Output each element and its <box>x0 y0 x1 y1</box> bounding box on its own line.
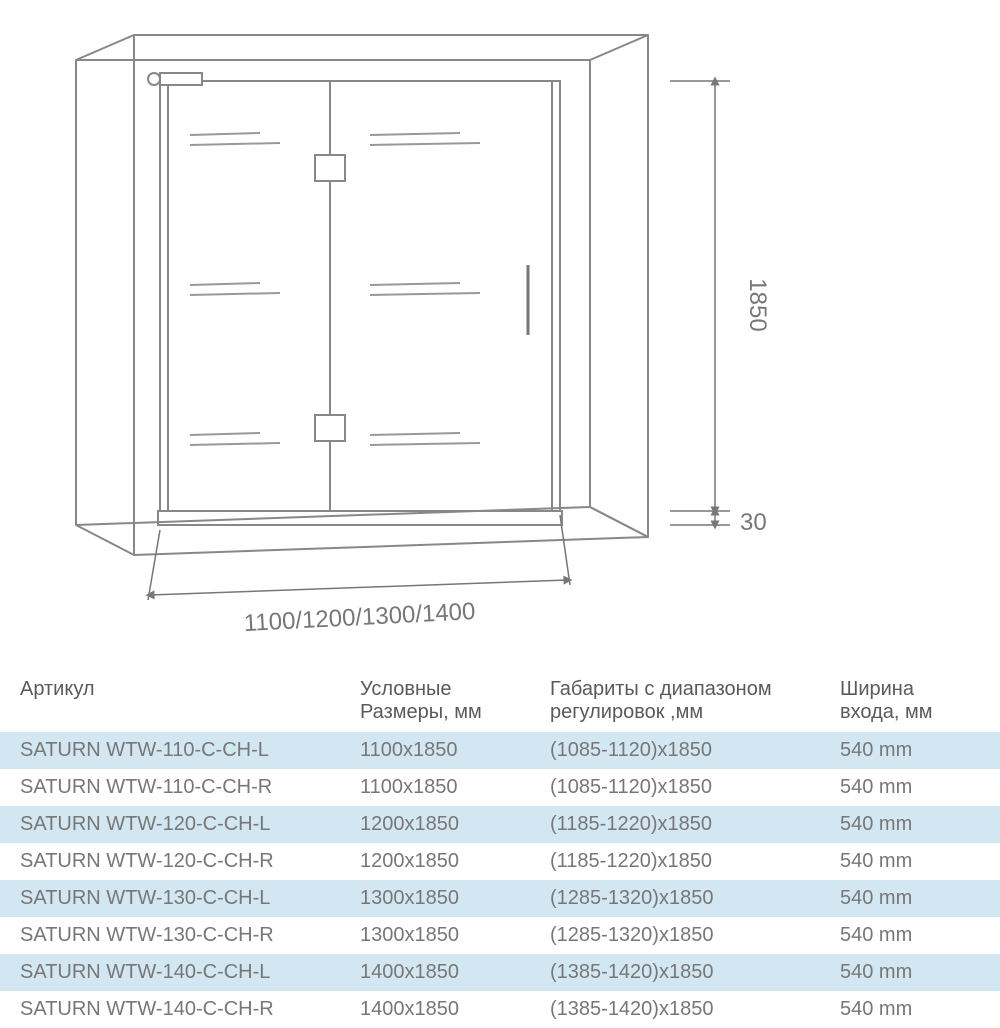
table-cell: SATURN WTW-110-C-CH-L <box>0 732 340 769</box>
table-cell: 1400x1850 <box>340 954 530 991</box>
table-cell: 540 mm <box>820 769 1000 806</box>
table-cell: 540 mm <box>820 880 1000 917</box>
dim-clearance: 30 <box>740 509 767 536</box>
table-row: SATURN WTW-140-C-CH-L1400x1850(1385-1420… <box>0 954 1000 991</box>
col-header-artikul: Артикул <box>0 670 340 732</box>
table-cell: (1385-1420)x1850 <box>530 954 820 991</box>
table-header-row: Артикул УсловныеРазмеры, мм Габариты с д… <box>0 670 1000 732</box>
table-cell: SATURN WTW-130-C-CH-R <box>0 917 340 954</box>
table-cell: (1185-1220)x1850 <box>530 843 820 880</box>
spec-table-wrapper: Артикул УсловныеРазмеры, мм Габариты с д… <box>0 670 1000 1028</box>
table-cell: SATURN WTW-140-C-CH-R <box>0 991 340 1028</box>
table-row: SATURN WTW-110-C-CH-L1100x1850(1085-1120… <box>0 732 1000 769</box>
table-row: SATURN WTW-120-C-CH-L1200x1850(1185-1220… <box>0 806 1000 843</box>
table-cell: 540 mm <box>820 843 1000 880</box>
table-cell: 540 mm <box>820 806 1000 843</box>
table-cell: 1100x1850 <box>340 732 530 769</box>
table-cell: (1285-1320)x1850 <box>530 880 820 917</box>
table-cell: 540 mm <box>820 732 1000 769</box>
table-cell: 1300x1850 <box>340 880 530 917</box>
table-row: SATURN WTW-140-C-CH-R1400x1850(1385-1420… <box>0 991 1000 1028</box>
table-row: SATURN WTW-130-C-CH-R1300x1850(1285-1320… <box>0 917 1000 954</box>
col-header-size: УсловныеРазмеры, мм <box>340 670 530 732</box>
table-cell: SATURN WTW-120-C-CH-R <box>0 843 340 880</box>
table-cell: SATURN WTW-130-C-CH-L <box>0 880 340 917</box>
page: 1850 30 1100/1200/1300/1400 Артикул Усло… <box>0 0 1000 1000</box>
table-cell: 540 mm <box>820 917 1000 954</box>
technical-drawing: 1850 30 1100/1200/1300/1400 <box>30 25 790 655</box>
table-cell: (1385-1420)x1850 <box>530 991 820 1028</box>
table-body: SATURN WTW-110-C-CH-L1100x1850(1085-1120… <box>0 732 1000 1028</box>
table-cell: 1200x1850 <box>340 806 530 843</box>
spec-table: Артикул УсловныеРазмеры, мм Габариты с д… <box>0 670 1000 1028</box>
dim-width: 1100/1200/1300/1400 <box>243 598 476 637</box>
table-row: SATURN WTW-110-C-CH-R1100x1850(1085-1120… <box>0 769 1000 806</box>
table-row: SATURN WTW-120-C-CH-R1200x1850(1185-1220… <box>0 843 1000 880</box>
table-cell: (1085-1120)x1850 <box>530 769 820 806</box>
table-cell: 1400x1850 <box>340 991 530 1028</box>
table-cell: (1085-1120)x1850 <box>530 732 820 769</box>
col-header-range: Габариты с диапазономрегулировок ,мм <box>530 670 820 732</box>
col-header-entry: Ширинавхода, мм <box>820 670 1000 732</box>
table-cell: 1300x1850 <box>340 917 530 954</box>
table-cell: 1100x1850 <box>340 769 530 806</box>
table-cell: 1200x1850 <box>340 843 530 880</box>
table-row: SATURN WTW-130-C-CH-L1300x1850(1285-1320… <box>0 880 1000 917</box>
table-cell: SATURN WTW-110-C-CH-R <box>0 769 340 806</box>
drawing-svg: 1850 30 1100/1200/1300/1400 <box>30 25 790 655</box>
table-cell: SATURN WTW-140-C-CH-L <box>0 954 340 991</box>
table-cell: SATURN WTW-120-C-CH-L <box>0 806 340 843</box>
table-cell: 540 mm <box>820 954 1000 991</box>
table-cell: (1185-1220)x1850 <box>530 806 820 843</box>
table-cell: (1285-1320)x1850 <box>530 917 820 954</box>
dim-height: 1850 <box>744 278 771 331</box>
table-cell: 540 mm <box>820 991 1000 1028</box>
